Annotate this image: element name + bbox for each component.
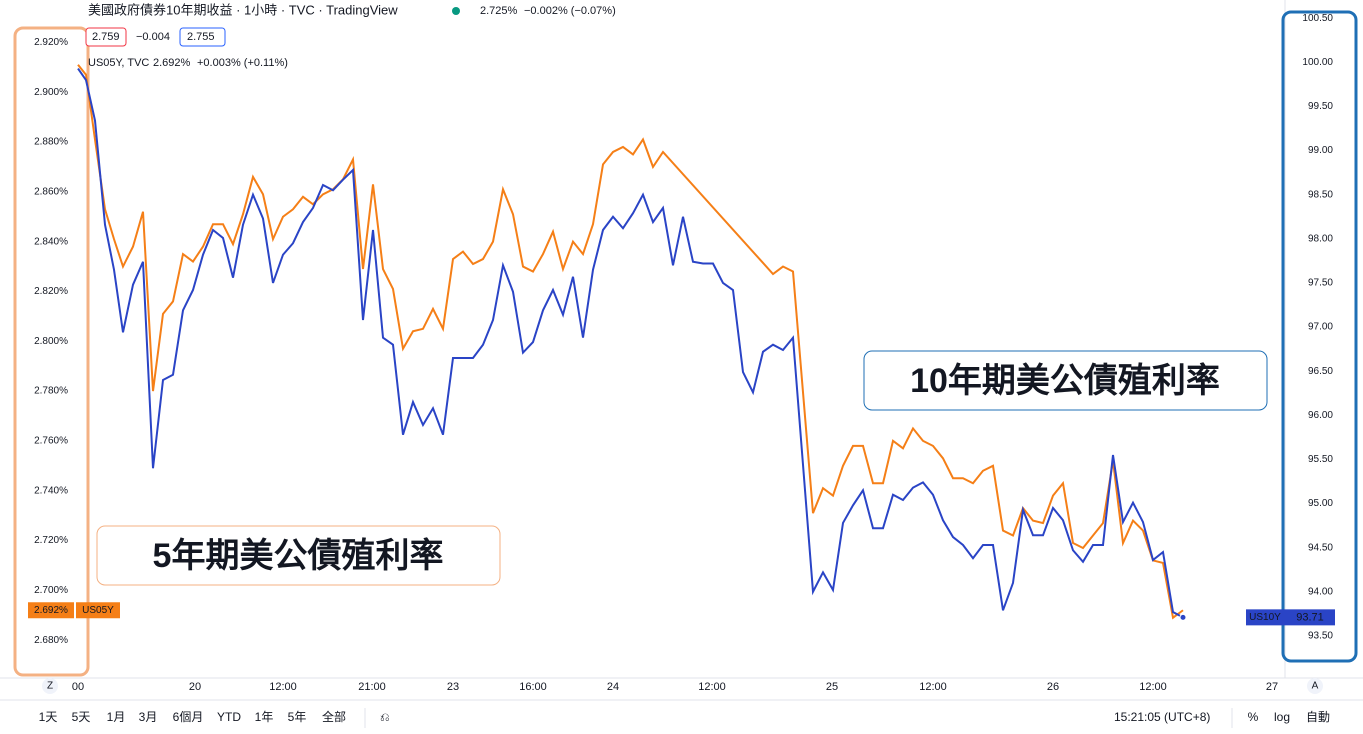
corner-button[interactable] <box>42 678 58 694</box>
range-button[interactable]: 3月 <box>139 710 158 724</box>
header-change: −0.002% (−0.07%) <box>524 5 616 17</box>
series-name-badge: US10Y <box>1249 612 1281 623</box>
range-button[interactable]: YTD <box>217 710 241 724</box>
scale-option[interactable]: log <box>1274 710 1290 724</box>
y-tick-label: 2.900% <box>34 87 68 98</box>
header-title: 美國政府債券10年期收益 · 1小時 · TVC · TradingView <box>88 2 398 17</box>
y2-tick-label: 93.50 <box>1308 631 1333 642</box>
x-tick-label: 20 <box>189 681 201 693</box>
x-tick-label: 16:00 <box>519 681 547 693</box>
y2-tick-label: 96.50 <box>1308 366 1333 377</box>
last-value-label: 93.71 <box>1296 611 1324 623</box>
y2-tick-label: 99.00 <box>1308 145 1333 156</box>
y2-tick-label: 95.50 <box>1308 454 1333 465</box>
corner-button-label: A <box>1312 681 1319 692</box>
last-point <box>1179 613 1187 621</box>
range-button[interactable]: 1年 <box>255 710 274 724</box>
bid-box[interactable] <box>85 27 127 47</box>
range-button[interactable]: 全部 <box>322 709 346 724</box>
x-tick-label: 26 <box>1047 681 1059 693</box>
annotation: 10年期美公債殖利率 <box>910 362 1220 400</box>
y2-tick-label: 96.00 <box>1308 410 1333 421</box>
x-tick-label: 24 <box>607 681 619 693</box>
scale-option[interactable]: 自動 <box>1306 710 1330 724</box>
x-tick-label: 12:00 <box>1139 681 1167 693</box>
y-tick-label: 2.700% <box>34 585 68 596</box>
y-tick-label: 2.860% <box>34 186 68 197</box>
price-badge <box>76 602 120 619</box>
replay-icon[interactable]: ⎌ <box>380 710 390 724</box>
y2-tick-label: 97.50 <box>1308 278 1333 289</box>
corner-button-label: Z <box>47 681 53 692</box>
range-button[interactable]: 5年 <box>288 710 307 724</box>
legend-change: +0.003% (+0.11%) <box>197 57 288 69</box>
bid: 2.759 <box>92 31 120 43</box>
header-quote: 2.725% <box>480 5 518 17</box>
y2-tick-label: 100.00 <box>1302 57 1333 68</box>
series-name-badge: US05Y <box>82 605 114 616</box>
clock: 15:21:05 (UTC+8) <box>1114 710 1210 724</box>
y-tick-label: 2.680% <box>34 635 68 646</box>
y2-tick-label: 98.00 <box>1308 233 1333 244</box>
y-tick-label: 2.760% <box>34 436 68 447</box>
y-tick-label: 2.740% <box>34 485 68 496</box>
last-value-label: 2.692% <box>34 605 68 616</box>
y-tick-label: 2.920% <box>34 37 68 48</box>
x-tick-label: 27 <box>1266 681 1278 693</box>
x-tick-label: 25 <box>826 681 838 693</box>
y-tick-label: 2.780% <box>34 386 68 397</box>
y-tick-label: 2.840% <box>34 236 68 247</box>
status-dot <box>452 7 460 15</box>
x-tick-label: 12:00 <box>698 681 726 693</box>
x-tick-label: 23 <box>447 681 459 693</box>
x-tick-label: 12:00 <box>919 681 947 693</box>
x-tick-label: 00 <box>72 681 84 693</box>
annotation-box <box>96 525 501 586</box>
right-axis-highlight <box>1281 10 1358 663</box>
y-tick-label: 2.800% <box>34 336 68 347</box>
y-tick-label: 2.820% <box>34 286 68 297</box>
ask-box[interactable] <box>179 27 226 47</box>
annotation: 5年期美公債殖利率 <box>153 537 444 575</box>
left-axis-highlight <box>13 26 90 677</box>
range-button[interactable]: 5天 <box>72 710 91 724</box>
scale-option[interactable]: % <box>1248 710 1259 724</box>
y-tick-label: 2.720% <box>34 535 68 546</box>
y2-tick-label: 94.00 <box>1308 586 1333 597</box>
legend-value: 2.692% <box>153 57 191 69</box>
x-tick-label: 21:00 <box>358 681 386 693</box>
x-tick-label: 12:00 <box>269 681 297 693</box>
corner-button[interactable] <box>1307 678 1323 694</box>
price-badge <box>1246 609 1285 626</box>
y2-tick-label: 99.50 <box>1308 101 1333 112</box>
price-badge <box>28 602 74 619</box>
range-button[interactable]: 6個月 <box>173 710 204 724</box>
legend-name: US05Y, TVC <box>88 57 149 69</box>
series-line <box>77 67 1184 619</box>
ask: 2.755 <box>187 31 215 43</box>
y2-tick-label: 94.50 <box>1308 542 1333 553</box>
y2-tick-label: 97.00 <box>1308 322 1333 333</box>
y2-tick-label: 98.50 <box>1308 189 1333 200</box>
y-tick-label: 2.880% <box>34 137 68 148</box>
spread: −0.004 <box>136 31 170 43</box>
range-button[interactable]: 1月 <box>107 710 126 724</box>
y2-tick-label: 95.00 <box>1308 498 1333 509</box>
annotation-box <box>863 350 1268 411</box>
y2-tick-label: 100.50 <box>1302 13 1333 24</box>
series-line <box>77 64 1184 620</box>
range-button[interactable]: 1天 <box>39 710 58 724</box>
price-badge <box>1285 609 1335 626</box>
